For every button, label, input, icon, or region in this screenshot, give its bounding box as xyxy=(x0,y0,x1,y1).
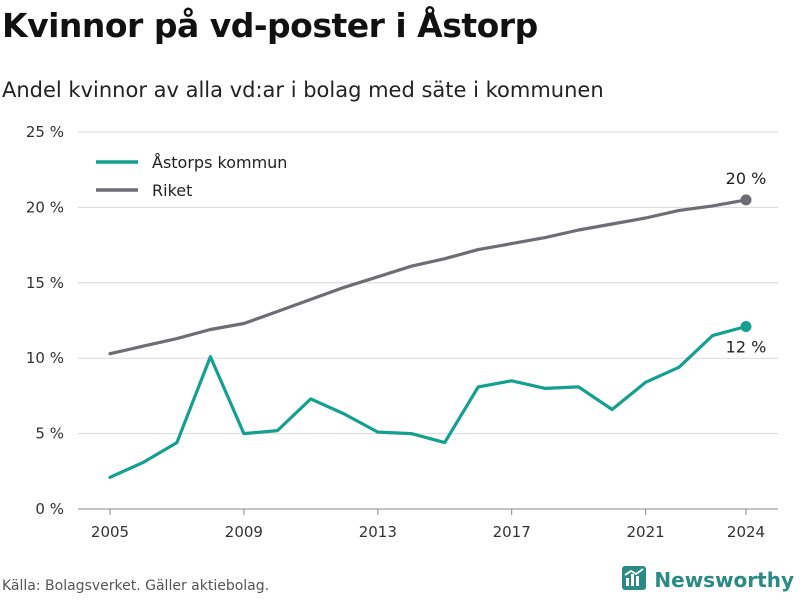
x-tick-label: 2009 xyxy=(225,523,263,541)
y-tick-label: 5 % xyxy=(35,425,64,443)
legend-label: Åstorps kommun xyxy=(152,153,287,172)
x-tick-label: 2024 xyxy=(727,523,765,541)
legend-label: Riket xyxy=(152,181,192,200)
brand-name: Newsworthy xyxy=(654,568,794,592)
x-tick-label: 2005 xyxy=(91,523,129,541)
chart-subtitle: Andel kvinnor av alla vd:ar i bolag med … xyxy=(2,78,604,102)
x-tick-label: 2021 xyxy=(626,523,664,541)
y-axis: 0 % 5 % 10 % 15 % 20 % 25 % xyxy=(26,123,64,518)
chart-title: Kvinnor på vd-poster i Åstorp xyxy=(2,6,538,45)
series-lines: 20 % 12 % xyxy=(108,169,767,479)
y-tick-label: 10 % xyxy=(26,349,64,367)
y-tick-label: 15 % xyxy=(26,274,64,292)
x-tick-label: 2013 xyxy=(359,523,397,541)
data-label: 20 % xyxy=(726,169,767,188)
line-chart: 0 %5 %10 %15 %20 %25 % 2005 2009 2013 2017 2… xyxy=(26,123,778,541)
gridlines xyxy=(78,131,778,510)
series-endpoint xyxy=(740,194,752,206)
x-axis: 2005 2009 2013 2017 2021 2024 xyxy=(91,509,765,541)
y-tick-label: 20 % xyxy=(26,198,64,216)
legend: Åstorps kommun Riket xyxy=(84,146,312,206)
newsworthy-logo-icon xyxy=(622,566,647,594)
data-label: 12 % xyxy=(726,338,767,357)
y-tick-label: 25 % xyxy=(26,123,64,141)
series-line xyxy=(108,324,748,479)
legend-background xyxy=(84,146,312,206)
x-tick-label: 2017 xyxy=(493,523,531,541)
series-endpoint xyxy=(740,321,752,333)
brand: Newsworthy xyxy=(622,566,794,594)
y-tick-label: 0 % xyxy=(35,500,64,518)
series-line xyxy=(108,198,748,356)
source-note: Källa: Bolagsverket. Gäller aktiebolag. xyxy=(2,578,270,594)
